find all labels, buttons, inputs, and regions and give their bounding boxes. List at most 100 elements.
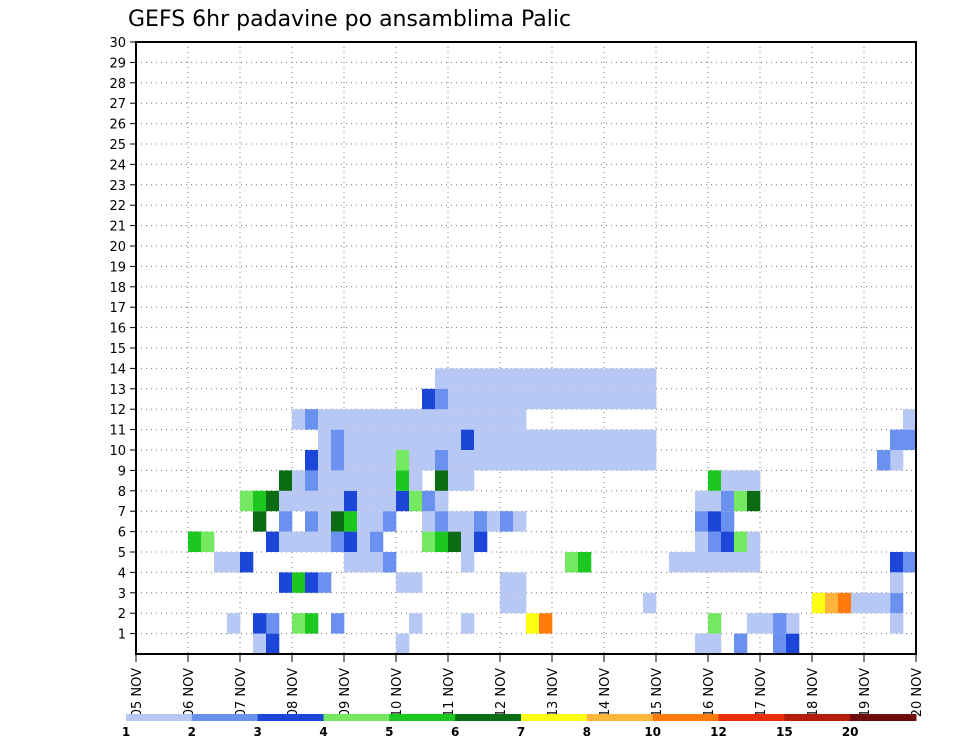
x-tick-label: 07 NOV xyxy=(234,668,249,717)
data-cell xyxy=(591,368,605,389)
legend-label: 12 xyxy=(710,725,727,739)
data-cell xyxy=(422,409,436,430)
data-cell xyxy=(331,511,345,532)
data-cell xyxy=(448,409,462,430)
y-tick-label: 24 xyxy=(109,158,126,173)
data-cell xyxy=(734,531,748,552)
data-cell xyxy=(760,613,774,634)
y-tick-label: 14 xyxy=(109,362,126,377)
data-cell xyxy=(708,613,722,634)
data-cell xyxy=(318,490,332,512)
x-tick-label: 20 NOV xyxy=(910,668,925,717)
data-cell xyxy=(474,511,488,532)
data-cell xyxy=(695,490,709,512)
data-cell xyxy=(435,450,449,471)
data-cell xyxy=(279,531,293,552)
data-cell xyxy=(890,429,904,450)
legend-swatch xyxy=(455,714,522,721)
data-cell xyxy=(617,368,631,389)
data-cell xyxy=(253,613,267,634)
data-cell xyxy=(357,470,371,491)
data-cell xyxy=(305,572,319,593)
data-cell xyxy=(383,511,397,532)
data-cell xyxy=(591,429,605,450)
data-cell xyxy=(734,633,748,654)
data-cell xyxy=(435,531,449,552)
data-cell xyxy=(487,450,501,471)
data-cell xyxy=(474,368,488,389)
data-cell xyxy=(513,592,527,614)
data-cell xyxy=(591,388,605,410)
data-cell xyxy=(500,368,514,389)
data-cell xyxy=(825,592,839,614)
data-cell xyxy=(513,511,527,532)
data-cell xyxy=(721,470,735,491)
data-cell xyxy=(474,388,488,410)
data-cell xyxy=(461,511,475,532)
data-cell xyxy=(734,490,748,512)
data-cell xyxy=(422,388,436,410)
y-axis: 1234567891011121314151617181920212223242… xyxy=(109,36,136,643)
data-cell xyxy=(448,470,462,491)
y-tick-label: 28 xyxy=(109,77,126,92)
data-cell xyxy=(435,470,449,491)
data-cell xyxy=(461,388,475,410)
data-cell xyxy=(409,572,423,593)
data-cell xyxy=(435,388,449,410)
data-cell xyxy=(643,368,657,389)
data-cell xyxy=(357,531,371,552)
color-legend: 1 2 3 4 5 6 7 8 10 12 15 20 xyxy=(122,714,917,739)
data-cell xyxy=(461,368,475,389)
data-cell xyxy=(305,409,319,430)
data-cell xyxy=(721,552,735,573)
data-cell xyxy=(357,429,371,450)
x-axis: 05 NOV 06 NOV 07 NOV 08 NOV 09 NOV 10 NOV 11 N… xyxy=(130,654,925,717)
data-cell xyxy=(266,633,280,654)
x-tick-label: 06 NOV xyxy=(182,668,197,717)
data-cell xyxy=(526,613,540,634)
data-cell xyxy=(357,511,371,532)
data-cell xyxy=(344,531,358,552)
data-cell xyxy=(448,450,462,471)
data-cell xyxy=(344,470,358,491)
data-cell xyxy=(357,409,371,430)
data-cell xyxy=(292,572,306,593)
legend-swatch xyxy=(323,714,390,721)
data-cell xyxy=(643,388,657,410)
data-cell xyxy=(565,450,579,471)
data-cell xyxy=(331,531,345,552)
legend-label: 6 xyxy=(451,725,459,739)
y-tick-label: 11 xyxy=(109,424,126,439)
x-tick-label: 12 NOV xyxy=(494,668,509,717)
x-tick-label: 14 NOV xyxy=(598,668,613,717)
data-cell xyxy=(331,490,345,512)
x-tick-label: 09 NOV xyxy=(338,668,353,717)
data-cell xyxy=(500,409,514,430)
data-cell xyxy=(266,531,280,552)
data-cell xyxy=(513,429,527,450)
legend-label: 1 xyxy=(122,725,130,739)
data-cell xyxy=(305,490,319,512)
y-tick-label: 23 xyxy=(109,179,126,194)
y-tick-label: 29 xyxy=(109,56,126,71)
y-tick-label: 4 xyxy=(118,566,126,581)
data-cell xyxy=(318,409,332,430)
legend-swatch xyxy=(191,714,259,721)
legend-label: 4 xyxy=(319,725,327,739)
data-cell xyxy=(708,633,722,654)
data-cell xyxy=(721,511,735,532)
data-cell xyxy=(734,470,748,491)
data-cell xyxy=(474,450,488,471)
x-tick-label: 17 NOV xyxy=(754,668,769,717)
data-cell xyxy=(643,429,657,450)
data-cell xyxy=(279,490,293,512)
legend-label: 3 xyxy=(253,725,261,739)
y-tick-label: 21 xyxy=(109,220,126,235)
data-cell xyxy=(786,613,800,634)
legend-swatch xyxy=(652,714,719,721)
data-cell xyxy=(448,511,462,532)
data-cell xyxy=(669,552,683,573)
legend-swatch xyxy=(718,714,785,721)
data-cell xyxy=(305,470,319,491)
data-cell xyxy=(357,552,371,573)
